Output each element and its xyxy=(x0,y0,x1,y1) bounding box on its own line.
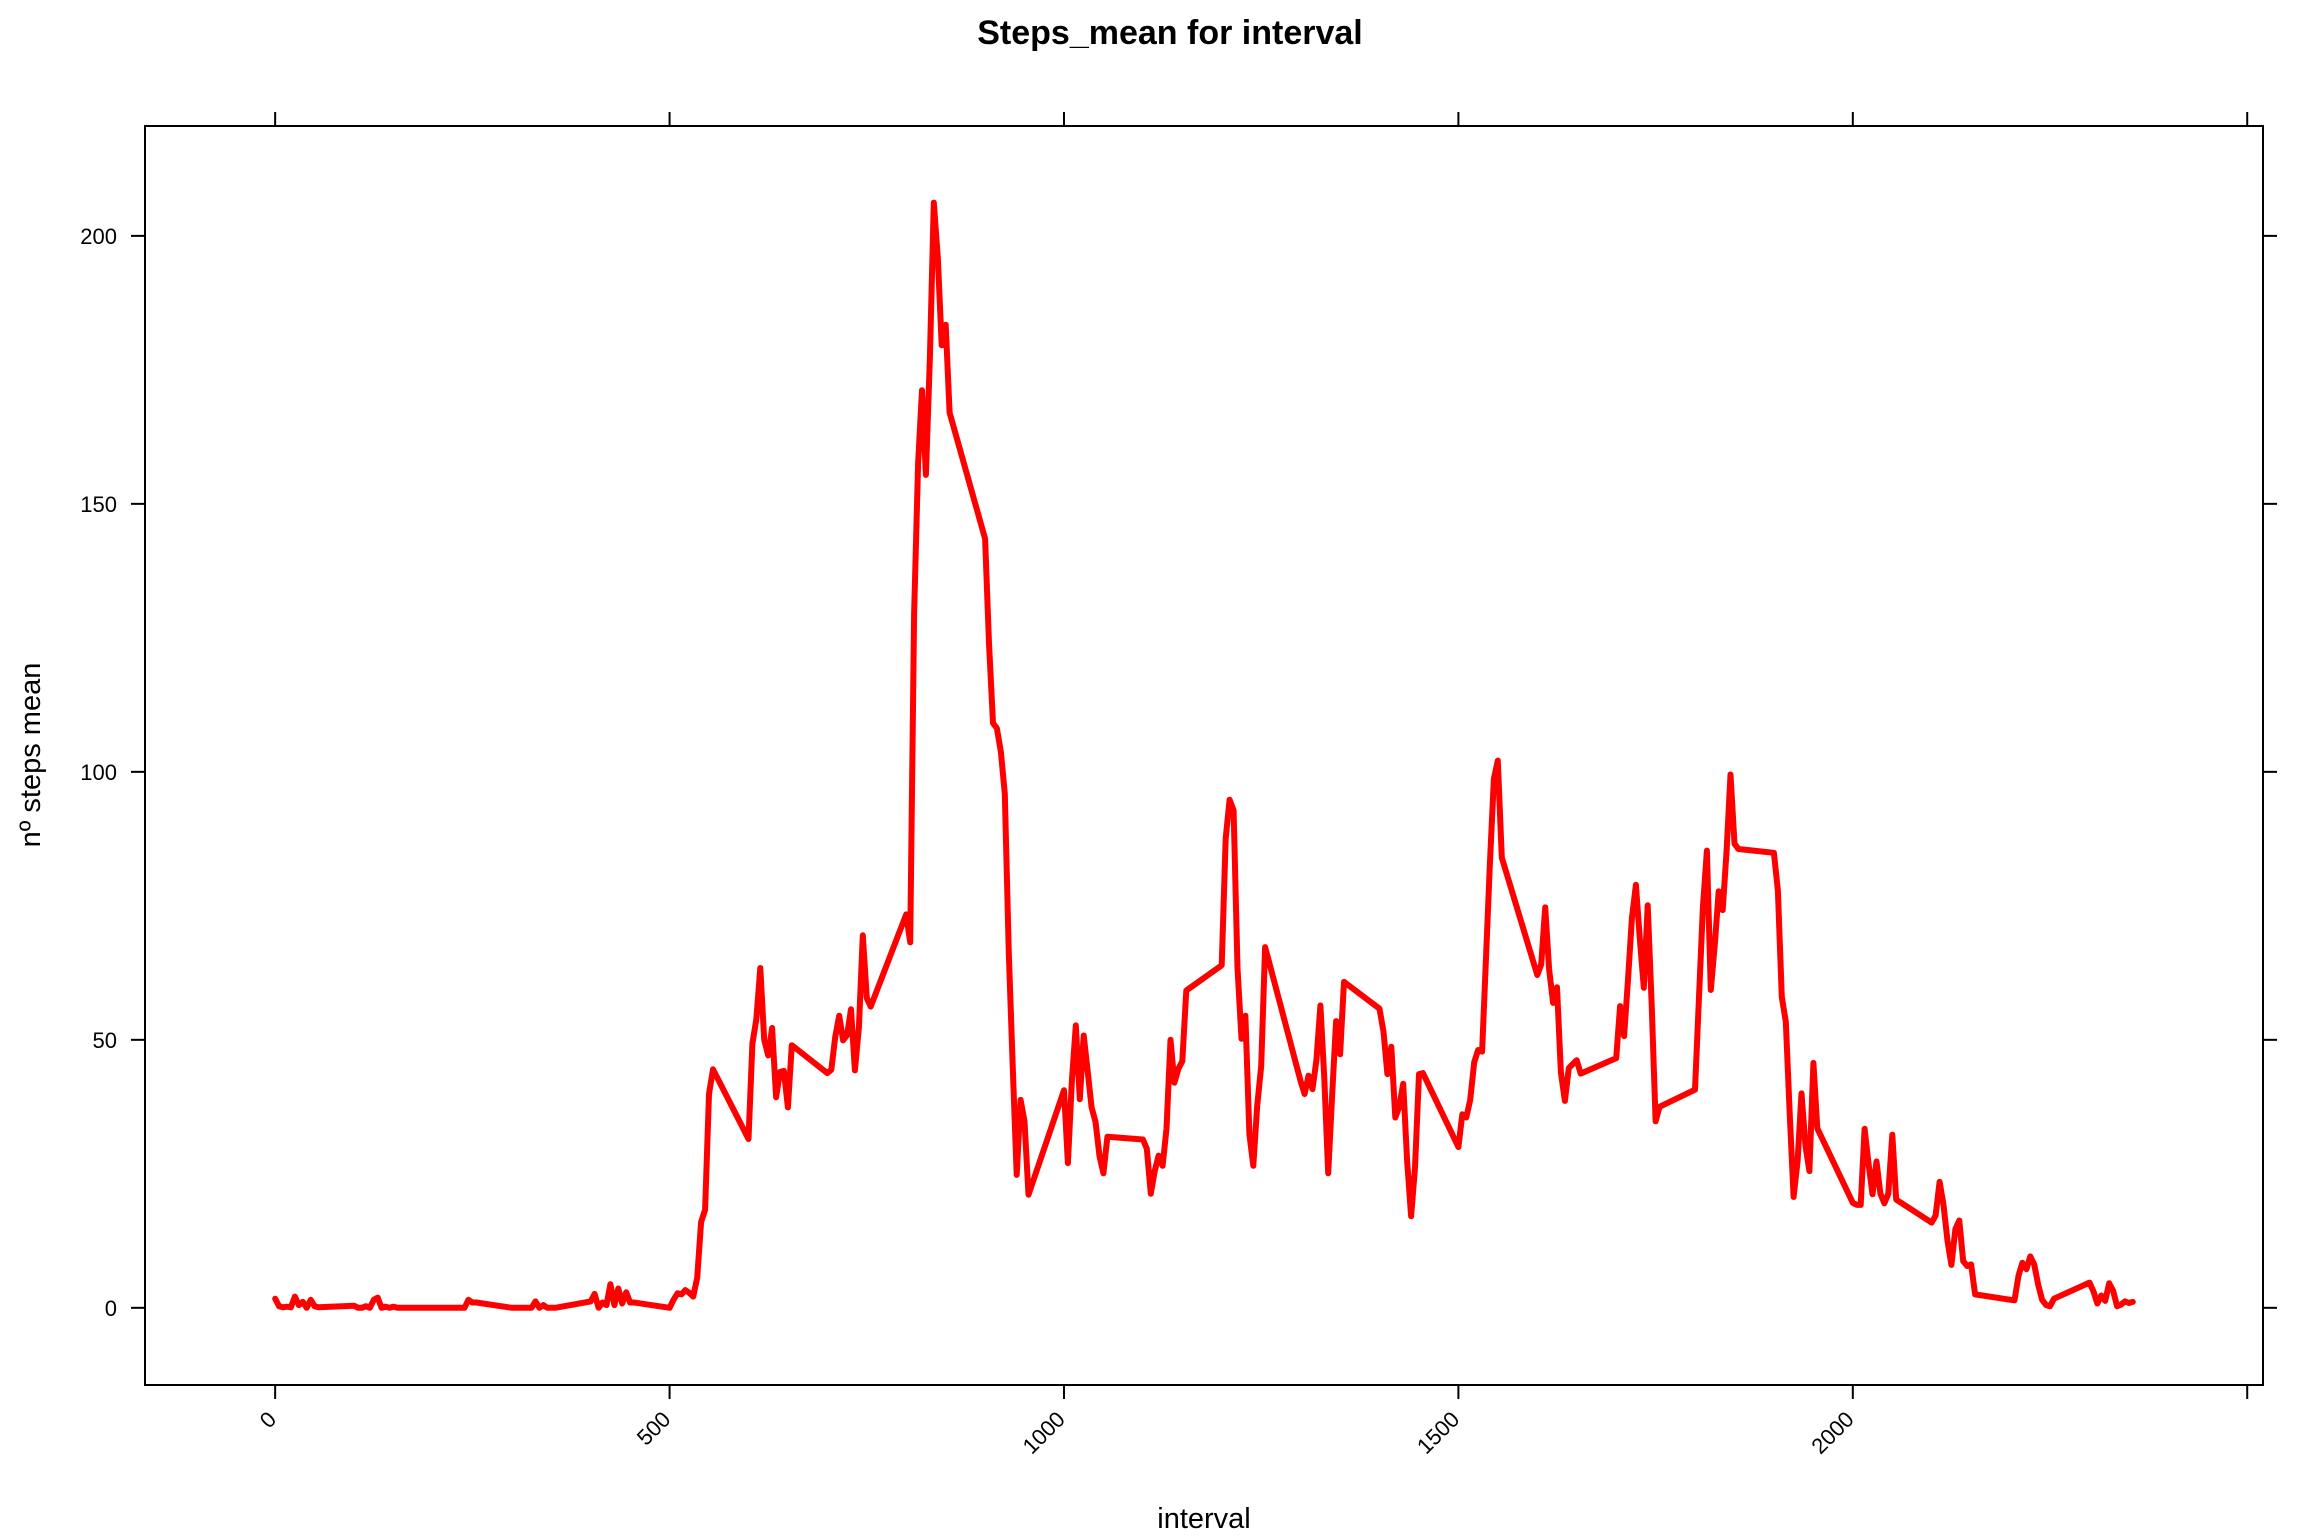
axis-ticks xyxy=(131,112,2277,1399)
axis-tick-labels: 0 500 1000 1500 2000 0 50 100 150 200 xyxy=(80,224,1858,1459)
x-axis-label: interval xyxy=(1157,1503,1251,1535)
y-tick-label: 200 xyxy=(80,224,117,249)
y-tick-label: 0 xyxy=(105,1296,117,1321)
x-tick-label: 1500 xyxy=(1412,1407,1464,1459)
y-axis-label: nº steps mean xyxy=(15,663,47,848)
y-tick-label: 150 xyxy=(80,492,117,517)
x-tick-label: 1000 xyxy=(1018,1407,1070,1459)
chart-title: Steps_mean for interval xyxy=(977,14,1362,52)
plot-frame xyxy=(144,125,2264,1386)
series-layer xyxy=(272,199,2136,1311)
series-line xyxy=(272,199,2136,1311)
y-tick-label: 50 xyxy=(93,1028,117,1053)
x-tick-label: 2000 xyxy=(1806,1407,1858,1459)
x-tick-label: 0 xyxy=(255,1407,281,1433)
x-tick-label: 500 xyxy=(632,1407,676,1451)
y-tick-label: 100 xyxy=(80,760,117,785)
